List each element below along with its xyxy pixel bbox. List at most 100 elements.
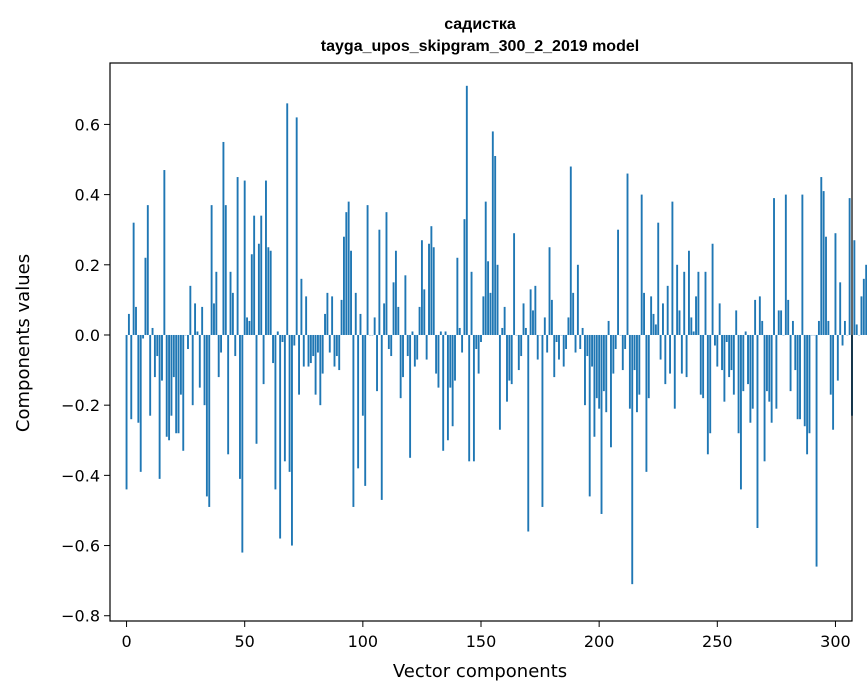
x-tick-label: 100 xyxy=(348,632,379,651)
bar xyxy=(179,334,182,395)
bar xyxy=(222,141,225,335)
bar xyxy=(359,313,362,335)
bar xyxy=(784,194,787,335)
bar xyxy=(189,285,192,335)
bar xyxy=(432,247,435,335)
bar xyxy=(236,177,239,335)
bar xyxy=(718,303,721,335)
bar xyxy=(697,271,700,335)
bar xyxy=(610,334,612,448)
bar xyxy=(548,247,551,335)
bar xyxy=(444,331,447,335)
bar xyxy=(678,310,681,335)
bar xyxy=(692,331,695,335)
bar xyxy=(702,334,705,399)
bar xyxy=(302,334,305,367)
bar xyxy=(652,313,655,335)
bar xyxy=(399,334,402,399)
bar xyxy=(836,334,839,381)
y-tick-label: 0.6 xyxy=(75,115,100,134)
bar xyxy=(314,334,317,395)
bar xyxy=(380,334,383,500)
bar xyxy=(456,257,459,335)
y-tick-label: 0.2 xyxy=(75,256,100,275)
bar xyxy=(357,334,360,469)
bar xyxy=(711,243,714,335)
bar xyxy=(423,289,426,335)
bar xyxy=(196,331,199,335)
bar xyxy=(234,334,237,357)
x-axis-label: Vector components xyxy=(393,661,567,682)
bar xyxy=(165,334,168,437)
bar xyxy=(562,334,565,367)
bar xyxy=(201,306,204,335)
bar xyxy=(224,205,227,335)
bar xyxy=(260,215,263,335)
bar xyxy=(454,334,456,381)
bar xyxy=(825,236,827,335)
bar xyxy=(569,166,572,335)
bar xyxy=(848,198,851,335)
bar xyxy=(418,306,421,335)
bar xyxy=(390,334,393,357)
bar xyxy=(716,334,719,367)
bar xyxy=(688,250,690,335)
bar xyxy=(631,334,634,585)
bar xyxy=(754,299,757,335)
bar xyxy=(295,117,298,335)
bar xyxy=(404,275,407,335)
bar xyxy=(765,334,768,392)
bar xyxy=(777,310,780,335)
bar xyxy=(397,306,400,335)
bar xyxy=(673,334,676,409)
bars-group xyxy=(125,85,867,585)
bar xyxy=(600,334,603,514)
bar xyxy=(574,334,577,353)
bar xyxy=(657,222,660,335)
bar xyxy=(350,250,352,335)
bar xyxy=(163,170,166,335)
bar xyxy=(253,215,256,335)
bar xyxy=(704,271,707,335)
bar xyxy=(406,334,409,357)
bar xyxy=(340,299,343,335)
bar xyxy=(709,334,712,434)
bar xyxy=(624,334,627,350)
bar xyxy=(187,334,189,350)
bar xyxy=(425,334,428,360)
bar xyxy=(231,292,234,335)
bar xyxy=(385,212,388,335)
bar xyxy=(671,201,674,335)
bar xyxy=(640,194,643,335)
bar xyxy=(472,334,475,462)
bar xyxy=(394,250,397,335)
bar xyxy=(664,334,667,385)
bar xyxy=(510,334,513,385)
bar xyxy=(728,334,731,378)
bar xyxy=(747,334,749,385)
bar xyxy=(612,334,615,374)
bar xyxy=(409,334,412,458)
bar xyxy=(666,285,669,335)
bar xyxy=(517,334,520,371)
bar xyxy=(416,334,419,360)
bar xyxy=(761,320,764,335)
bar xyxy=(198,334,201,388)
bar xyxy=(808,334,811,434)
bar xyxy=(161,334,163,381)
bar xyxy=(579,334,582,350)
bar xyxy=(770,334,773,423)
bar xyxy=(274,334,277,490)
x-tick-label: 250 xyxy=(702,632,733,651)
bar xyxy=(853,240,856,335)
bar xyxy=(243,180,246,335)
bar xyxy=(787,299,790,335)
bar xyxy=(749,334,752,423)
bar xyxy=(364,334,367,486)
bar xyxy=(286,103,289,335)
bar xyxy=(487,261,490,335)
y-axis-ticks: −0.8 −0.6 −0.4 −0.2 0.0 0.2 0.4 0.6 xyxy=(61,115,110,626)
bar xyxy=(170,334,173,416)
bar xyxy=(555,334,558,342)
bar xyxy=(139,334,142,472)
